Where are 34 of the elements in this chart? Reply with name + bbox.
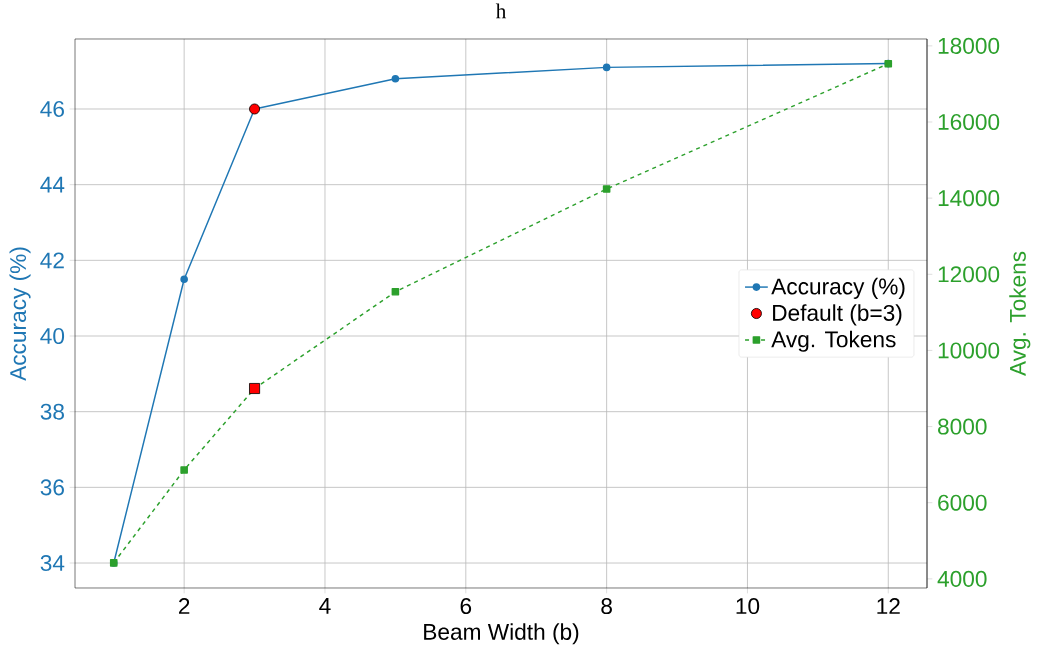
point (180, 466, 188, 474)
x-tick-label: 12 (877, 598, 900, 614)
legend-label: Default (b=3) (773, 304, 902, 326)
y-tick-label: 38 (40, 403, 64, 420)
y2-tick-label: 16000 (938, 113, 1000, 131)
x-tick-label: 6 (460, 598, 472, 615)
y2-tick-label: 6000 (938, 494, 987, 511)
y-tick-label: 36 (40, 479, 64, 496)
y-tick-label: 40 (40, 327, 65, 345)
chart-title: h (495, 3, 507, 19)
y2-axis-title: Avg. Tokens (1009, 251, 1031, 377)
y-tick-label: 44 (40, 176, 65, 193)
point (602, 63, 611, 72)
y-axis-title: Accuracy (%) (9, 247, 31, 381)
x-tick-label: 2 (178, 598, 190, 614)
point (180, 275, 188, 284)
x-tick-label: 8 (601, 598, 612, 615)
point (602, 185, 611, 193)
legend-label: Accuracy (%) (771, 277, 905, 299)
y2-tick-label: 8000 (938, 418, 987, 435)
point (391, 74, 400, 83)
y-tick-label: 34 (40, 555, 65, 572)
x-axis-title: Beam Width (b) (424, 623, 579, 645)
y2-tick-label: 10000 (938, 342, 1000, 359)
x-tick-label: 10 (736, 598, 760, 615)
y-tick-label: 46 (40, 100, 64, 118)
legend-label: Avg. Tokens (771, 330, 896, 352)
y2-tick-label: 4000 (937, 570, 987, 587)
x-tick-label: 4 (319, 598, 331, 614)
y-tick-label: 42 (40, 252, 64, 269)
y2-tick-label: 18000 (938, 37, 1000, 54)
y2-tick-label: 12000 (938, 266, 1000, 283)
point (391, 287, 400, 296)
y2-tick-label: 14000 (938, 190, 1000, 207)
